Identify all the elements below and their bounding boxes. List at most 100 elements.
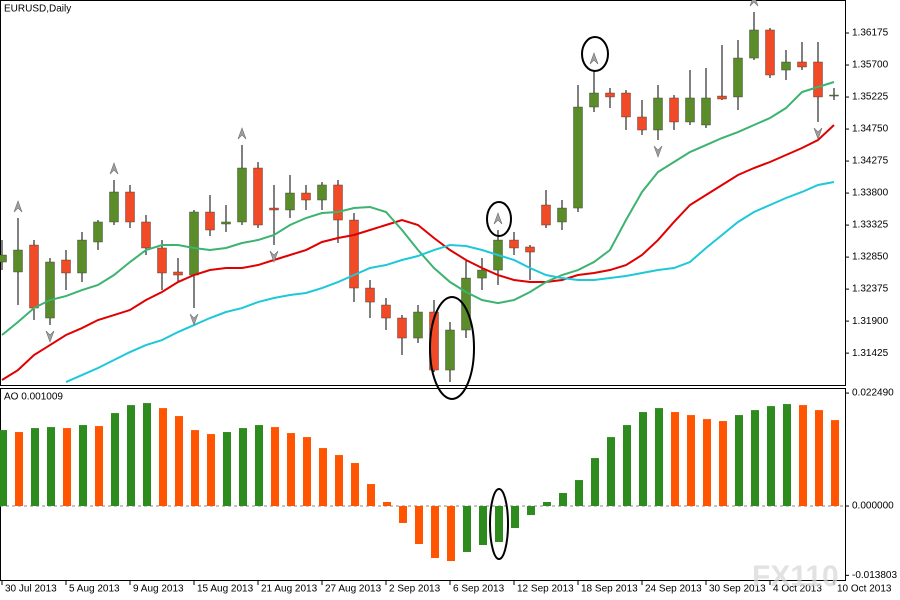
- candle-body: [93, 221, 103, 243]
- candle-body: [157, 247, 167, 274]
- candle-body: [829, 94, 839, 97]
- highlight-ellipse: [489, 488, 509, 560]
- candle-body: [413, 311, 423, 339]
- ao-bar: [703, 419, 711, 507]
- fractal-down: [269, 250, 279, 263]
- candle-body: [253, 167, 263, 226]
- x-tick-label: 24 Sep 2013: [645, 584, 702, 595]
- ao-bar: [559, 493, 567, 507]
- candle-body: [637, 116, 647, 131]
- ao-bar: [111, 413, 119, 507]
- highlight-ellipse: [486, 201, 512, 237]
- fractal-up: [589, 52, 599, 65]
- ao-bar: [463, 506, 471, 552]
- candle-body: [589, 92, 599, 108]
- y-tick-label: 1.34750: [852, 124, 889, 135]
- ao-bar: [159, 408, 167, 507]
- candle-body: [13, 249, 23, 273]
- candle-body: [573, 106, 583, 209]
- price-plot: [0, 0, 839, 383]
- ao-bar: [351, 463, 359, 507]
- candle-body: [61, 259, 71, 274]
- candle-body: [349, 219, 359, 289]
- candle-body: [733, 57, 743, 98]
- moving-average-line: [1, 124, 835, 381]
- candle-body: [509, 239, 519, 249]
- y-tick-label: -0.013803: [852, 570, 897, 581]
- ao-title: AO 0.001009: [4, 392, 63, 403]
- ao-bar: [687, 415, 695, 507]
- candle-body: [477, 269, 487, 279]
- candle-body: [557, 207, 567, 223]
- y-tick-label: 1.32850: [852, 252, 889, 263]
- ao-bar: [591, 458, 599, 507]
- ao-bar: [511, 506, 519, 529]
- ao-bar: [335, 455, 343, 507]
- candle-body: [525, 246, 535, 253]
- watermark: FX110: [752, 560, 839, 593]
- candle-body: [749, 29, 759, 59]
- ao-bar: [175, 416, 183, 507]
- fractal-down: [45, 330, 55, 343]
- candle-body: [45, 261, 55, 319]
- fractal-up: [237, 127, 247, 140]
- candle-body: [701, 97, 711, 126]
- candle-body: [173, 271, 183, 276]
- candle-body: [685, 97, 695, 123]
- ao-bar: [0, 430, 7, 507]
- candle-body: [541, 204, 551, 226]
- ao-bar: [191, 430, 199, 507]
- y-tick-label: 1.33800: [852, 188, 889, 199]
- candle-body: [221, 221, 231, 225]
- candle-body: [141, 221, 151, 249]
- x-tick-label: 4 Oct 2013: [773, 584, 822, 595]
- ao-bar: [495, 506, 503, 542]
- candle-body: [29, 244, 39, 309]
- ao-bar: [255, 425, 263, 507]
- candle-body: [813, 61, 823, 98]
- y-tick-label: 0.022490: [852, 388, 894, 399]
- ao-bar: [271, 427, 279, 507]
- candle-body: [285, 192, 295, 211]
- candle-body: [237, 167, 247, 223]
- ao-bar: [575, 480, 583, 507]
- candle-body: [669, 97, 679, 123]
- candle-body: [125, 191, 135, 223]
- candle-body: [301, 192, 311, 201]
- ao-bar: [527, 506, 535, 516]
- ao-bar: [367, 484, 375, 507]
- fractal-down: [653, 145, 663, 158]
- y-tick-label: 1.35700: [852, 60, 889, 71]
- ao-bar: [47, 427, 55, 507]
- candle-body: [269, 207, 279, 211]
- ao-bar: [783, 404, 791, 507]
- x-tick-label: 27 Aug 2013: [325, 584, 382, 595]
- fractal-down: [813, 127, 823, 140]
- ao-bar: [399, 506, 407, 523]
- ao-bar: [303, 437, 311, 507]
- ao-bar: [287, 433, 295, 507]
- ao-bar: [95, 426, 103, 507]
- x-tick-label: 5 Aug 2013: [69, 584, 120, 595]
- y-tick-label: 1.36175: [852, 28, 889, 39]
- candle-body: [605, 92, 615, 98]
- ao-bar: [543, 502, 551, 507]
- x-tick-label: 30 Jul 2013: [5, 584, 57, 595]
- candle-body: [621, 92, 631, 118]
- ao-bar: [383, 502, 391, 507]
- y-tick-label: 1.33325: [852, 220, 889, 231]
- x-tick-label: 18 Sep 2013: [581, 584, 638, 595]
- ao-bar: [207, 434, 215, 507]
- y-tick-label: 1.32375: [852, 284, 889, 295]
- x-tick-label: 10 Oct 2013: [837, 584, 892, 595]
- ao-bar: [415, 506, 423, 544]
- candle-body: [0, 254, 7, 263]
- candle-body: [189, 211, 199, 276]
- ao-bar: [623, 425, 631, 507]
- ao-bar: [63, 428, 71, 507]
- ao-bar: [15, 432, 23, 507]
- x-tick-label: 9 Aug 2013: [133, 584, 184, 595]
- ao-bar: [671, 412, 679, 507]
- axes: 1.36175 1.35700 1.35225 1.34750 1.34275 1.338…: [1, 28, 897, 595]
